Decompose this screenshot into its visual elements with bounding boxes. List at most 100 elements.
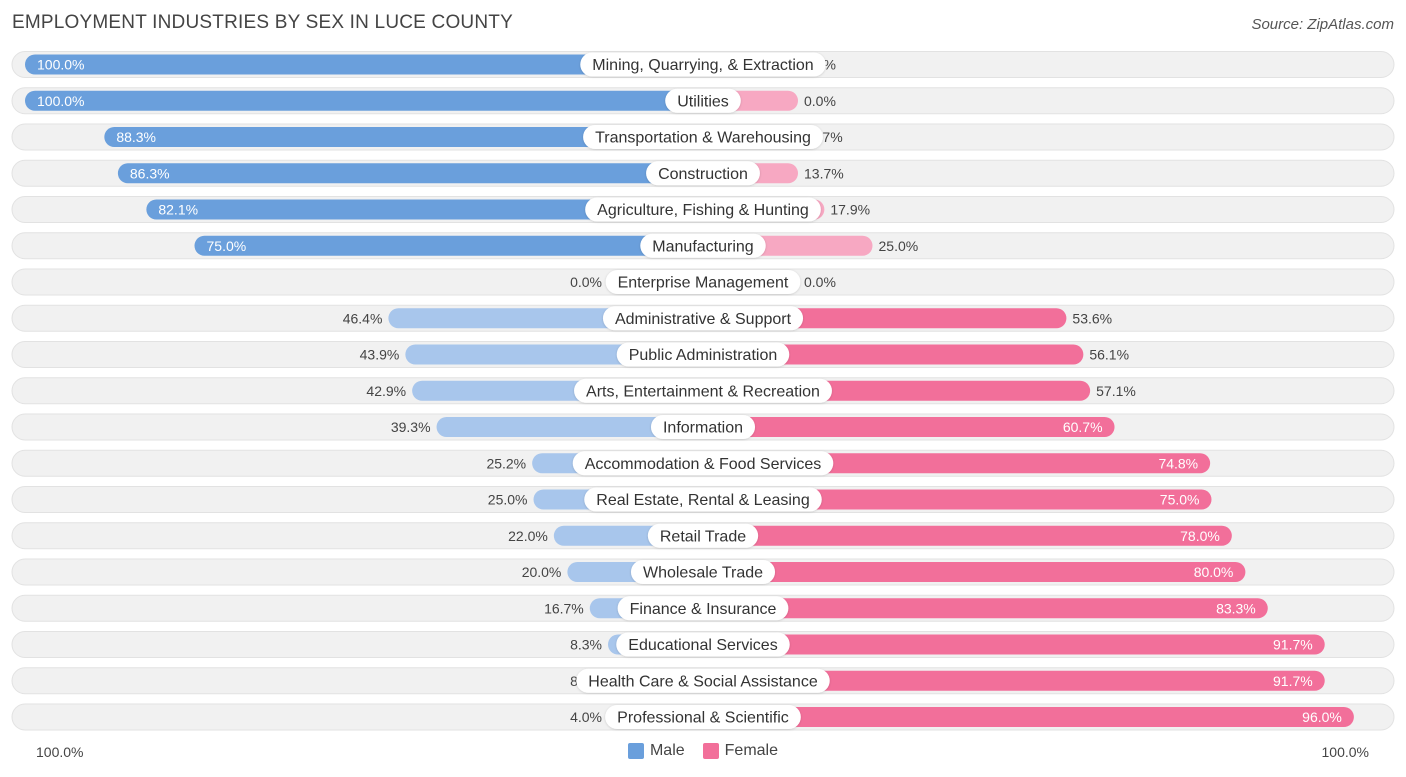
label-female: 0.0% [804,93,836,109]
category-label: Arts, Entertainment & Recreation [586,383,820,400]
category-label: Construction [658,166,748,183]
label-male: 22.0% [508,528,548,544]
legend-item-female[interactable]: Female [702,742,779,760]
label-female: 25.0% [879,238,919,254]
bar-male [104,127,714,147]
label-female: 13.7% [804,165,844,181]
category-label: Retail Trade [660,528,746,545]
label-male: 100.0% [37,57,84,73]
category-pill [640,233,766,258]
category-label: Real Estate, Rental & Leasing [596,492,809,509]
label-male: 46.4% [343,310,383,326]
label-female: 57.1% [1096,383,1136,399]
bar-male [194,235,713,256]
category-label: Enterprise Management [618,275,789,292]
category-label: Public Administration [629,347,778,364]
label-male: 75.0% [207,238,247,254]
bar-female [693,489,1212,510]
category-label: Wholesale Trade [643,565,763,582]
category-label: Agriculture, Fishing & Hunting [597,202,809,219]
category-label: Educational Services [628,637,777,654]
axis-left-label: 100.0% [36,744,84,760]
label-female: 83.3% [1216,600,1256,616]
bar-female [693,670,1325,691]
bar-male [117,163,714,184]
legend-item-male[interactable]: Male [627,742,685,760]
chart-source: Source: ZipAtlas.com [1251,16,1394,33]
category-label: Accommodation & Food Services [585,456,822,473]
label-female: 75.0% [1160,492,1200,508]
legend-label-female: Female [724,742,779,759]
axis-right-label: 100.0% [1321,744,1369,760]
label-female: 91.7% [1273,637,1313,653]
bar-female [693,344,1084,365]
label-female: 80.0% [1194,564,1234,580]
label-male: 25.2% [486,455,526,471]
label-male: 82.1% [158,202,198,218]
bar-male [146,199,713,220]
legend: Male Female [0,742,1406,760]
label-female: 74.8% [1158,455,1198,471]
category-pill [616,342,790,367]
bar-chart: 100.0% 0.0% Mining, Quarrying, & Extractio… [11,51,1395,731]
category-pill [650,415,756,439]
category-pill [574,378,832,403]
label-female: 96.0% [1302,709,1342,725]
label-male: 4.0% [570,709,602,725]
category-pill [646,161,760,186]
category-label: Utilities [677,93,729,110]
legend-swatch-female [702,743,719,759]
category-label: Administrative & Support [615,311,792,328]
bar-male [25,54,713,75]
bar-male [436,417,713,437]
label-male: 0.0% [570,274,602,290]
category-label: Information [663,420,743,437]
label-female: 0.0% [804,274,836,290]
label-male: 25.0% [488,492,528,508]
category-pill [572,451,834,476]
category-pill [584,487,822,512]
category-pill [583,125,823,149]
label-female: 17.9% [830,202,870,218]
category-label: Finance & Insurance [630,601,777,618]
bar-female [693,634,1325,655]
category-label: Health Care & Social Assistance [588,673,818,690]
category-label: Transportation & Warehousing [595,130,811,147]
label-male: 100.0% [37,93,84,109]
category-pill [602,306,804,331]
bar-female [693,417,1115,437]
category-pill [605,705,801,729]
legend-swatch-male [627,743,644,759]
bar-female [693,525,1232,546]
category-pill [630,560,776,584]
category-pill [617,596,789,621]
label-male: 86.3% [130,165,170,181]
bar-male [25,90,713,111]
legend-label-male: Male [649,742,685,759]
bar-female [693,707,1354,727]
category-pill [580,52,826,77]
category-pill [616,632,790,657]
category-label: Professional & Scientific [617,710,789,727]
label-female: 56.1% [1089,347,1129,363]
category-pill [585,197,821,222]
label-female: 91.7% [1273,673,1313,689]
category-label: Manufacturing [652,238,753,255]
bar-female [693,562,1246,582]
label-male: 88.3% [116,129,156,145]
bar-female [693,598,1268,619]
category-label: Mining, Quarrying, & Extraction [592,57,813,74]
label-female: 53.6% [1072,310,1112,326]
label-male: 39.3% [391,419,431,435]
label-male: 42.9% [366,383,406,399]
label-male: 43.9% [360,347,400,363]
label-male: 20.0% [522,564,562,580]
category-pill [665,88,741,113]
category-pill [576,668,830,693]
chart-title: EMPLOYMENT INDUSTRIES BY SEX IN LUCE COU… [12,12,513,33]
label-female: 78.0% [1180,528,1220,544]
label-male: 8.3% [570,637,602,653]
category-pill [647,523,759,548]
label-female: 60.7% [1063,419,1103,435]
label-male: 16.7% [544,600,584,616]
